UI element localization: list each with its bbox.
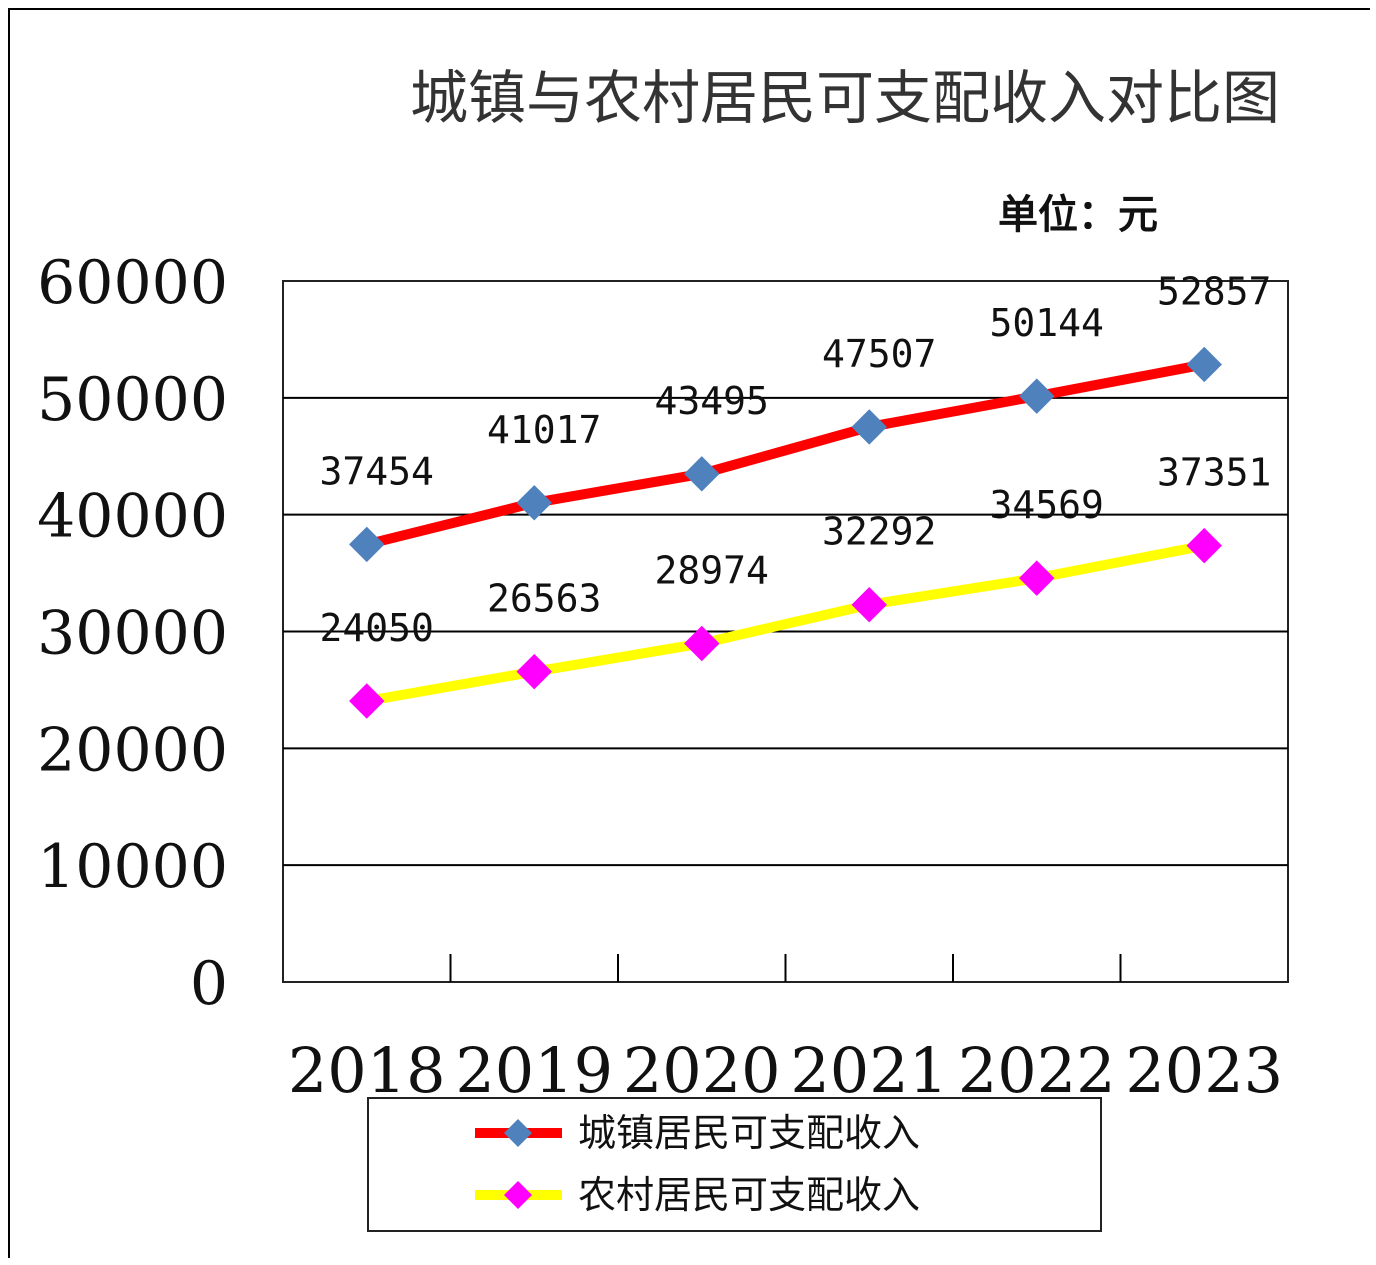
data-point-marker bbox=[349, 526, 385, 563]
x-tick-label: 2022 bbox=[958, 1034, 1116, 1107]
x-tick-label: 2021 bbox=[790, 1034, 948, 1107]
x-tick-label: 2020 bbox=[623, 1034, 781, 1107]
series-markers bbox=[349, 346, 1222, 719]
data-point-marker bbox=[349, 683, 385, 719]
legend-marker-0 bbox=[504, 1119, 532, 1147]
data-label: 41017 bbox=[487, 408, 601, 452]
data-label: 52857 bbox=[1157, 269, 1271, 313]
legend-label-1: 农村居民可支配收入 bbox=[578, 1173, 920, 1217]
data-point-marker bbox=[684, 456, 720, 492]
data-point-marker bbox=[1186, 527, 1222, 564]
data-point-marker bbox=[516, 485, 552, 521]
data-label: 34569 bbox=[990, 483, 1104, 527]
y-tick-label: 30000 bbox=[37, 599, 228, 669]
data-labels: 37454 41017 43495 47507 50144 52857 24050 26563… bbox=[320, 269, 1272, 650]
x-tick-label: 2023 bbox=[1125, 1034, 1283, 1107]
data-point-marker bbox=[1019, 560, 1055, 596]
y-tick-label: 50000 bbox=[37, 365, 228, 435]
data-label: 24050 bbox=[320, 606, 434, 650]
x-tick-label: 2018 bbox=[288, 1034, 446, 1107]
data-label: 43495 bbox=[655, 379, 769, 423]
chart-title: 城镇与农村居民可支配收入对比图 bbox=[410, 64, 1280, 132]
data-label: 37454 bbox=[320, 449, 434, 493]
data-label: 32292 bbox=[822, 510, 936, 554]
data-point-marker bbox=[851, 409, 887, 445]
data-label: 26563 bbox=[487, 577, 601, 621]
data-label: 47507 bbox=[822, 332, 936, 376]
gridlines bbox=[283, 396, 1288, 982]
x-axis-tick-labels: 2018 2019 2020 2021 2022 2023 bbox=[288, 1034, 1283, 1107]
data-label: 37351 bbox=[1157, 451, 1271, 495]
x-tick-label: 2019 bbox=[455, 1034, 613, 1107]
data-point-marker bbox=[1186, 346, 1222, 383]
unit-label: 单位：元 bbox=[998, 192, 1158, 238]
y-tick-label: 60000 bbox=[37, 248, 228, 318]
legend-box bbox=[367, 1097, 1102, 1232]
data-point-marker bbox=[851, 587, 887, 623]
data-label: 50144 bbox=[990, 301, 1104, 345]
legend-marker-1 bbox=[504, 1181, 532, 1209]
y-tick-label: 20000 bbox=[37, 715, 228, 785]
data-point-marker bbox=[684, 625, 720, 662]
series-lines bbox=[361, 359, 1210, 707]
series-line-0 bbox=[361, 359, 1210, 550]
series-line-1 bbox=[361, 540, 1210, 707]
chart-frame bbox=[8, 8, 1370, 1258]
data-point-marker bbox=[516, 653, 552, 690]
data-label: 28974 bbox=[655, 548, 769, 592]
y-tick-label: 10000 bbox=[37, 832, 228, 902]
y-tick-label: 40000 bbox=[37, 482, 228, 552]
data-point-marker bbox=[1019, 378, 1055, 414]
y-tick-label: 0 bbox=[190, 949, 228, 1019]
y-axis-tick-labels: 60000 50000 40000 30000 20000 10000 0 bbox=[37, 248, 228, 1019]
legend-label-0: 城镇居民可支配收入 bbox=[578, 1111, 920, 1155]
